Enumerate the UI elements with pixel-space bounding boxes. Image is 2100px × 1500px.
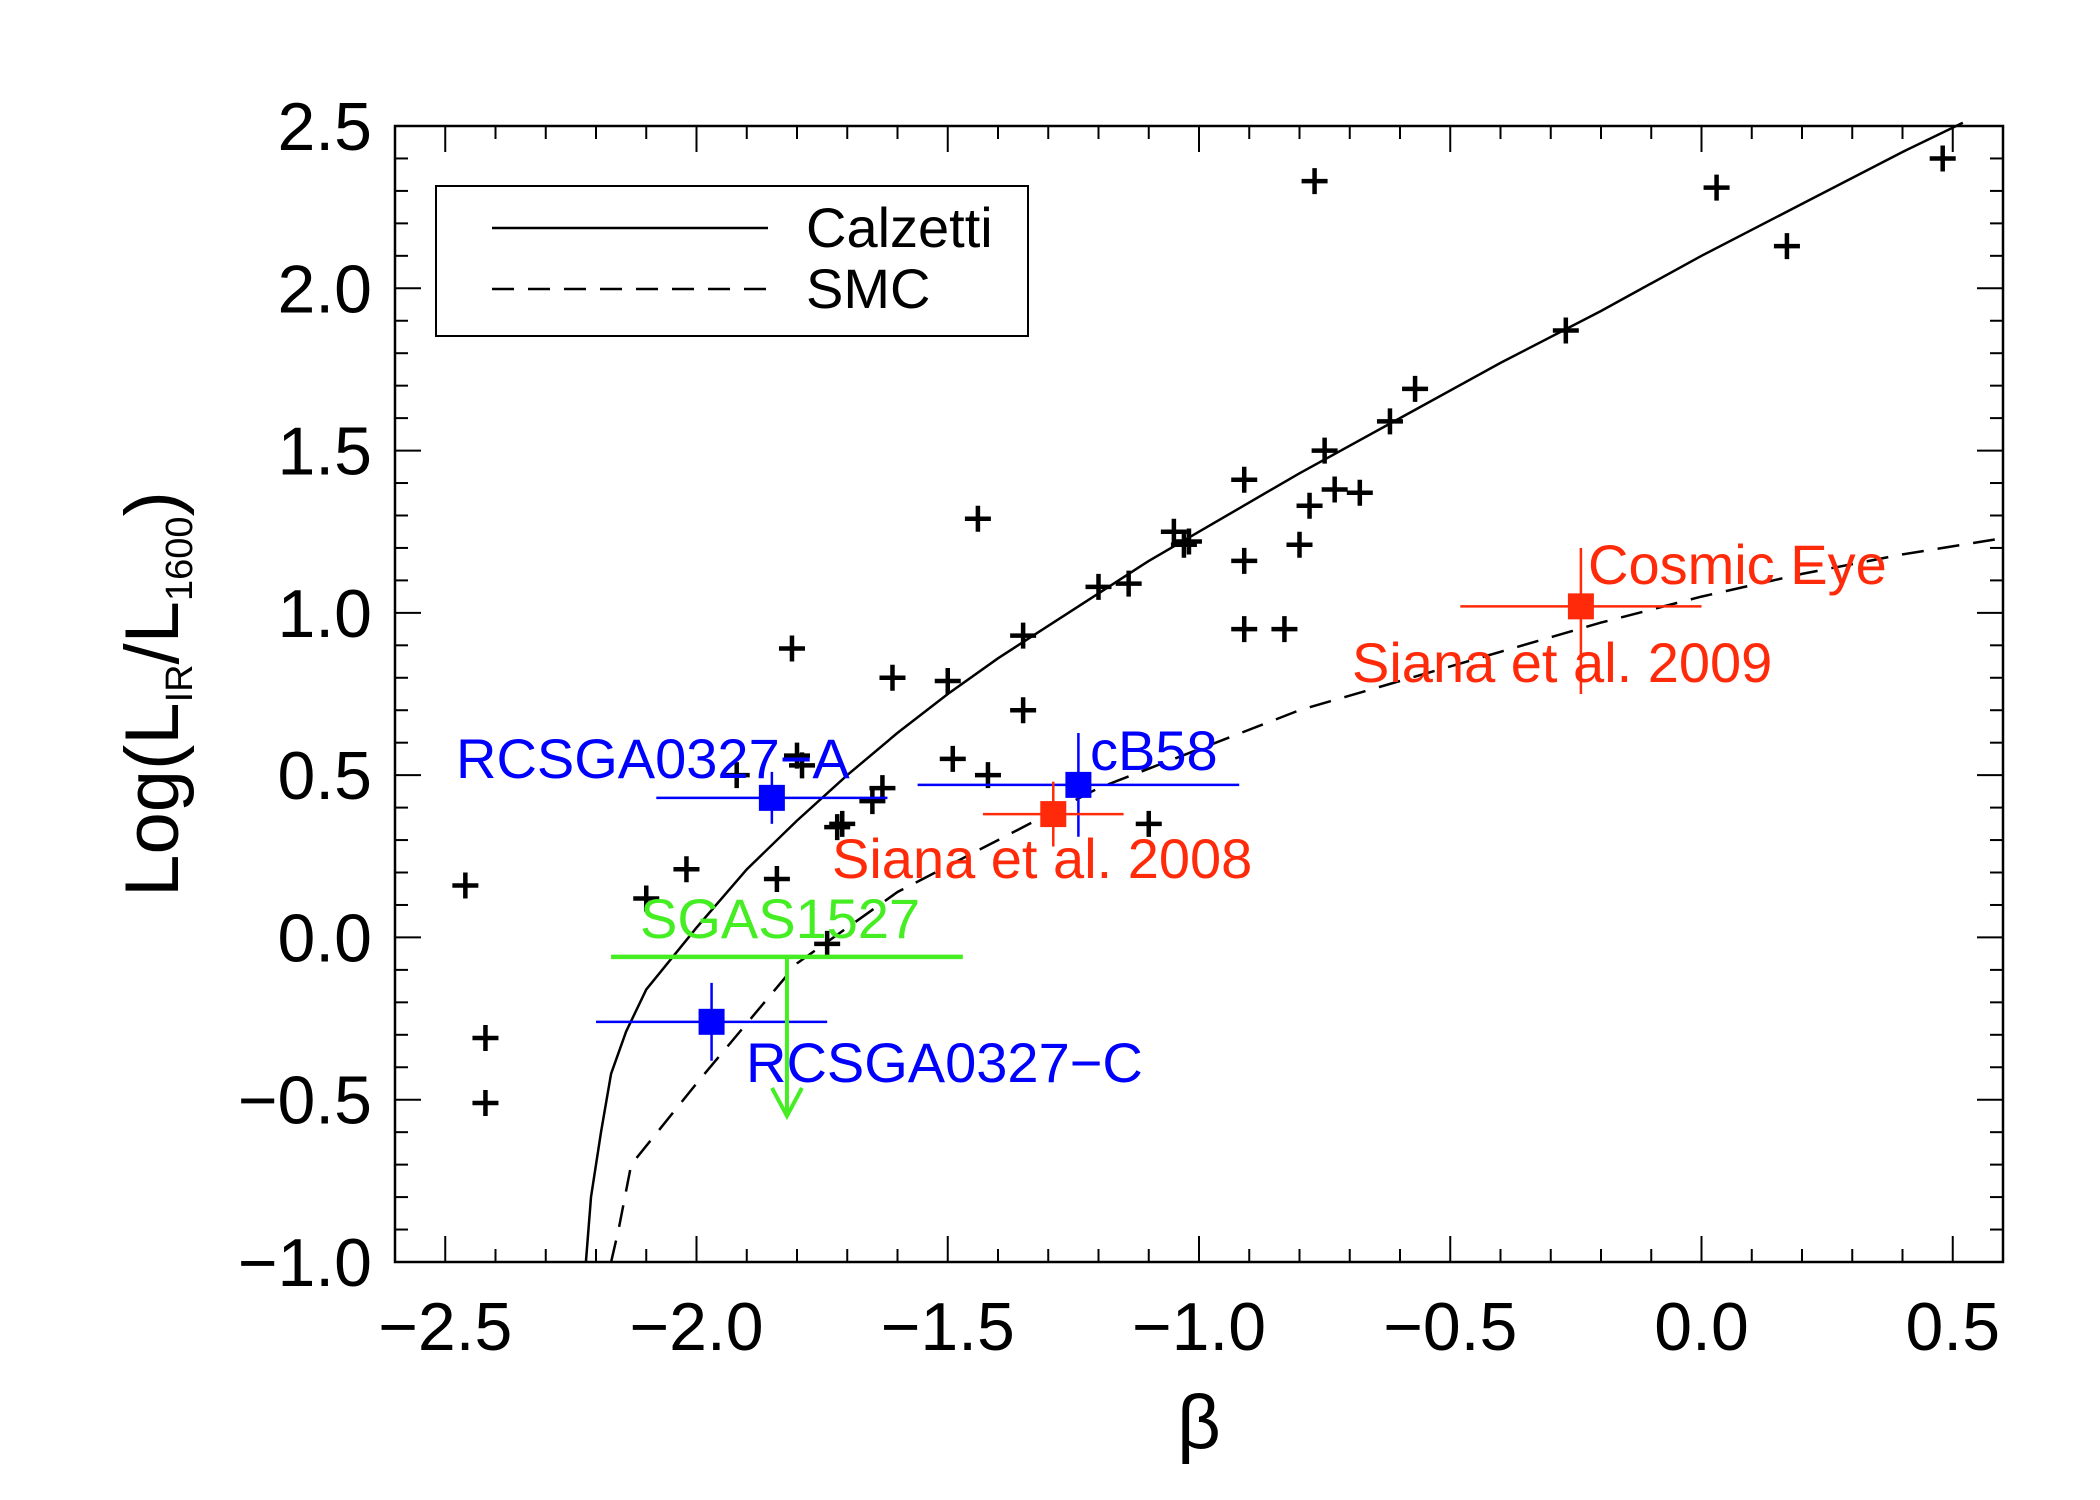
plus-marker: [1231, 547, 1258, 574]
label-cosmic-eye: Cosmic Eye: [1588, 533, 1887, 596]
x-tick-label: 0.5: [1905, 1289, 2000, 1365]
plus-marker: [829, 810, 856, 837]
y-tick-labels: −1.0 −0.5 0.0 0.5 1.0 1.5 2.0 2.5: [238, 89, 372, 1301]
plus-marker: [673, 856, 700, 883]
plus-marker: [964, 505, 991, 532]
y-tick-label: 0.0: [277, 900, 372, 976]
label-rcsga0327-a: RCSGA0327−A: [456, 727, 850, 790]
plus-marker: [452, 872, 479, 899]
plus-marker: [1552, 317, 1579, 344]
plus-marker: [1231, 616, 1258, 643]
y-tick-label: −0.5: [238, 1063, 372, 1139]
x-tick-label: −1.0: [1132, 1289, 1266, 1365]
label-sgas1527: SGAS1527: [640, 887, 920, 950]
legend-label-smc: SMC: [806, 257, 930, 320]
label-cb58: cB58: [1090, 719, 1218, 782]
legend: Calzetti SMC: [435, 185, 1029, 337]
plus-marker: [1135, 810, 1162, 837]
plus-marker: [1115, 570, 1142, 597]
plus-marker: [879, 664, 906, 691]
plot-frame: [393, 124, 2005, 1264]
plus-marker: [1175, 528, 1202, 555]
label-siana-2008: Siana et al. 2008: [832, 827, 1252, 890]
y-tick-label: 0.5: [277, 738, 372, 814]
plus-marker: [763, 866, 790, 893]
plus-marker: [1402, 375, 1429, 402]
plus-marker: [472, 1089, 499, 1116]
model-curves: [584, 121, 2004, 1263]
data-markers: [452, 145, 1956, 1116]
plus-marker: [1346, 479, 1373, 506]
plus-marker: [1773, 233, 1800, 260]
y-tick-label: 1.5: [277, 414, 372, 490]
x-tick-label: −1.5: [881, 1289, 1015, 1365]
y-tick-label: 1.0: [277, 576, 372, 652]
plus-marker: [723, 762, 750, 789]
x-tick-label: −0.5: [1383, 1289, 1517, 1365]
plus-marker: [1231, 466, 1258, 493]
plus-marker: [1929, 145, 1956, 172]
label-rcsga0327-c: RCSGA0327−C: [746, 1031, 1143, 1094]
x-axis-label: β: [1177, 1380, 1221, 1465]
plus-marker: [1376, 408, 1403, 435]
plus-marker: [789, 752, 816, 779]
plus-marker: [934, 668, 961, 695]
x-tick-label: 0.0: [1654, 1289, 1749, 1365]
y-tick-label: −1.0: [238, 1225, 372, 1301]
x-tick-labels: −2.5 −2.0 −1.5 −1.0 −0.5 0.0 0.5: [378, 1289, 2000, 1365]
square-marker: [1065, 771, 1092, 798]
plus-marker: [472, 1025, 499, 1052]
x-tick-label: −2.5: [378, 1289, 512, 1365]
plus-marker: [1311, 437, 1338, 464]
plus-marker: [633, 885, 660, 912]
x-tick-label: −2.0: [629, 1289, 763, 1365]
plus-marker: [1271, 616, 1298, 643]
plus-marker: [1085, 573, 1112, 600]
plus-marker: [1010, 697, 1037, 724]
plus-marker: [1286, 531, 1313, 558]
y-tick-label: 2.0: [277, 251, 372, 327]
square-marker: [1567, 593, 1594, 620]
calzetti-curve: [584, 121, 1964, 1263]
legend-label-calzetti: Calzetti: [806, 196, 993, 259]
plus-marker: [1296, 492, 1323, 519]
square-marker: [1040, 801, 1067, 828]
legend-box: [435, 185, 1029, 337]
annotations: RCSGA0327−A RCSGA0327−C cB58 Siana et al…: [456, 533, 1887, 1094]
plus-marker: [939, 745, 966, 772]
plus-marker: [1321, 476, 1348, 503]
plus-marker: [778, 635, 805, 662]
square-marker: [758, 784, 785, 811]
plus-marker: [1010, 622, 1037, 649]
smc-curve: [609, 536, 2004, 1263]
upper-limit-arrow-head: [770, 1086, 804, 1121]
plus-marker: [824, 814, 851, 841]
plus-marker: [1301, 168, 1328, 195]
plus-marker: [1703, 174, 1730, 201]
square-marker: [698, 1008, 725, 1035]
label-siana-2009: Siana et al. 2009: [1352, 631, 1772, 694]
highlighted-points: [596, 547, 1702, 1121]
y-axis-label: Log(LIR/L1600): [110, 491, 201, 897]
y-tick-label: 2.5: [277, 89, 372, 165]
plus-marker: [814, 930, 841, 957]
plus-marker: [1170, 531, 1197, 558]
